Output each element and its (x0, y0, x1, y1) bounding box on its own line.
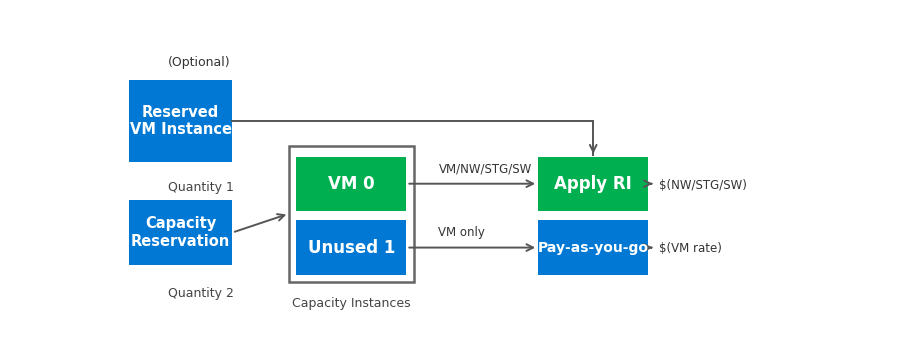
Bar (129, 200, 232, 265)
Text: (Optional): (Optional) (168, 56, 230, 69)
Text: Pay-as-you-go: Pay-as-you-go (538, 241, 649, 255)
Text: VM only: VM only (439, 226, 486, 239)
Bar (297, 156, 407, 211)
Text: VM 0: VM 0 (328, 175, 375, 193)
Text: Capacity
Reservation: Capacity Reservation (131, 216, 230, 249)
Bar (538, 156, 648, 211)
Bar (129, 80, 232, 162)
Bar (297, 220, 407, 275)
Text: Apply RI: Apply RI (554, 175, 633, 193)
Text: $(NW/STG/SW): $(NW/STG/SW) (659, 179, 747, 192)
Text: Unused 1: Unused 1 (308, 239, 395, 257)
Text: $(VM rate): $(VM rate) (659, 243, 722, 256)
Bar (538, 220, 648, 275)
Text: Quantity 1: Quantity 1 (168, 181, 234, 194)
Text: Capacity Instances: Capacity Instances (292, 297, 410, 310)
Text: VM/NW/STG/SW: VM/NW/STG/SW (439, 162, 532, 175)
Text: Quantity 2: Quantity 2 (168, 287, 234, 300)
Text: Reserved
VM Instance: Reserved VM Instance (129, 105, 231, 137)
Bar (289, 146, 413, 282)
